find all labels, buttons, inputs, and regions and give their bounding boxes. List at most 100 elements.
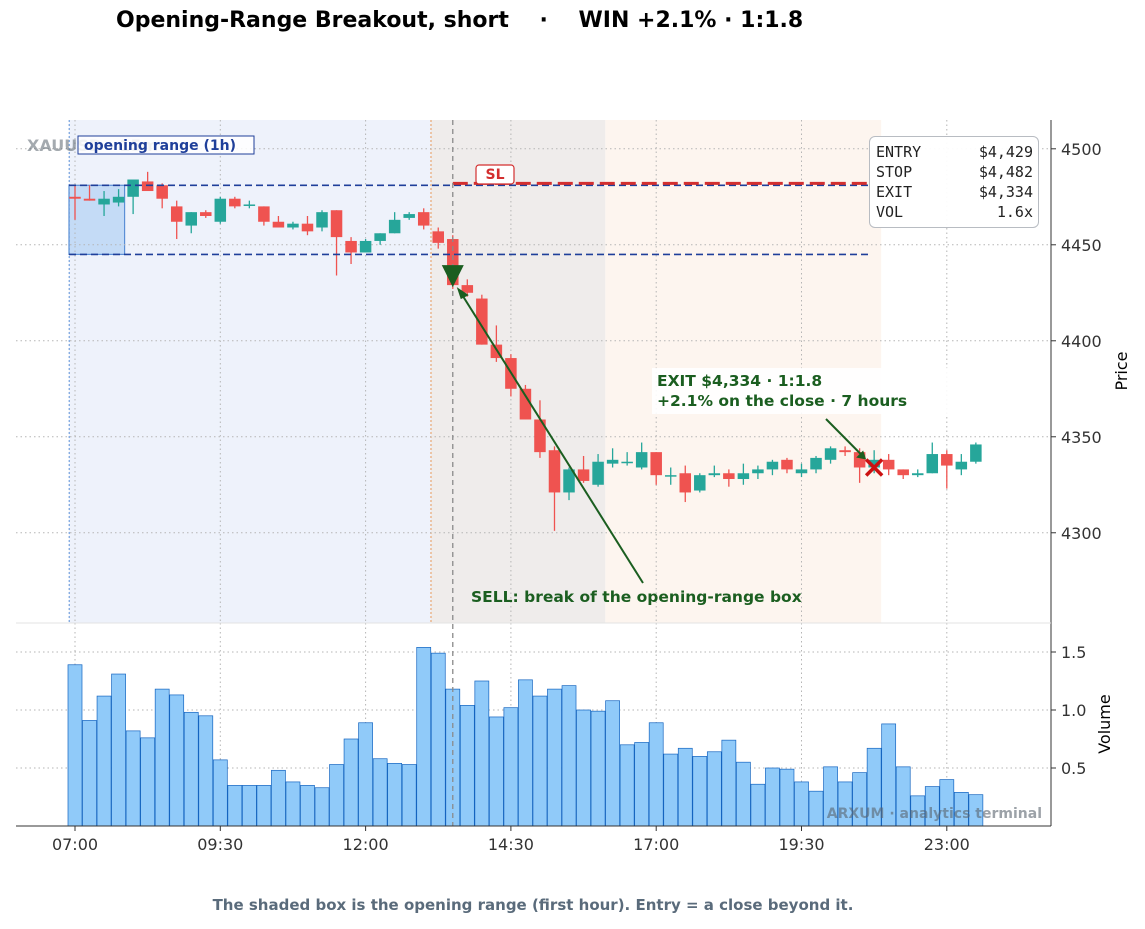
price-tick-label: 4400 bbox=[1061, 332, 1102, 351]
volume-tick-label: 1.0 bbox=[1061, 701, 1086, 720]
candle-body bbox=[170, 206, 183, 222]
time-tick-label: 09:30 bbox=[197, 835, 243, 854]
volume-bar bbox=[503, 707, 519, 827]
candle-body bbox=[490, 344, 503, 359]
volume-tick-label: 1.5 bbox=[1061, 643, 1086, 662]
candle-body bbox=[200, 212, 212, 216]
time-tick-label: 17:00 bbox=[633, 835, 679, 854]
volume-bar bbox=[459, 705, 475, 827]
volume-bar bbox=[532, 695, 548, 827]
volume-axis-label: Volume bbox=[1095, 694, 1114, 754]
sl-label: SL bbox=[485, 167, 504, 183]
candle-body bbox=[664, 475, 677, 477]
candle-body bbox=[621, 461, 633, 464]
volume-bar bbox=[183, 711, 199, 827]
volume-bar bbox=[140, 737, 155, 827]
volume-bar bbox=[619, 744, 635, 827]
volume-bar bbox=[343, 738, 359, 827]
volume-bar bbox=[387, 763, 403, 827]
volume-bar bbox=[750, 783, 766, 827]
candle-body bbox=[316, 212, 328, 228]
volume-bar bbox=[547, 688, 562, 827]
chart-caption: The shaded box is the opening range (fir… bbox=[212, 896, 854, 914]
volume-bar bbox=[474, 680, 490, 827]
candle-body bbox=[229, 198, 241, 207]
candle-body bbox=[417, 212, 430, 226]
volume-bar bbox=[212, 759, 228, 827]
candle-body bbox=[723, 473, 735, 480]
info-row-vol: VOL 1.6x bbox=[876, 203, 1033, 223]
candle-body bbox=[374, 233, 386, 241]
volume-bar bbox=[154, 688, 170, 827]
candle-body bbox=[185, 212, 197, 226]
candle-body bbox=[141, 181, 154, 192]
candle-body bbox=[330, 210, 343, 238]
time-tick-label: 19:30 bbox=[778, 835, 824, 854]
volume-bar bbox=[372, 758, 388, 827]
candle-body bbox=[301, 223, 314, 232]
candle-body bbox=[403, 214, 415, 218]
candle-body bbox=[563, 469, 575, 493]
volume-bar bbox=[82, 720, 97, 827]
price-tick-label: 4350 bbox=[1061, 428, 1102, 447]
volume-bar bbox=[634, 742, 650, 827]
candle-body bbox=[432, 231, 444, 243]
candle-body bbox=[287, 223, 299, 228]
time-tick-label: 14:30 bbox=[488, 835, 534, 854]
info-key: STOP bbox=[876, 163, 913, 181]
volume-bar bbox=[663, 753, 679, 827]
volume-bar bbox=[198, 715, 214, 827]
time-tick-label: 07:00 bbox=[52, 835, 98, 854]
candle-body bbox=[606, 459, 619, 464]
sl-label-box bbox=[475, 164, 515, 185]
time-tick-label: 12:00 bbox=[343, 835, 389, 854]
entry-marker bbox=[441, 265, 464, 288]
candle-body bbox=[853, 452, 866, 468]
info-key: ENTRY bbox=[876, 143, 922, 161]
volume-bar bbox=[706, 751, 722, 827]
volume-bar bbox=[677, 747, 693, 827]
volume-bar bbox=[125, 730, 141, 827]
session-shade-pre bbox=[69, 120, 431, 623]
candle-body bbox=[810, 457, 822, 470]
exit-annotation-line2: +2.1% on the close · 7 hours bbox=[657, 392, 907, 410]
candle-body bbox=[955, 461, 968, 470]
volume-bar bbox=[489, 716, 504, 827]
candle-body bbox=[868, 459, 880, 468]
watermark: ARXUM · analytics terminal bbox=[827, 806, 1042, 822]
volume-bar bbox=[111, 673, 126, 827]
candle-body bbox=[592, 461, 604, 485]
price-tick-label: 4500 bbox=[1061, 140, 1102, 159]
volume-bar bbox=[242, 785, 257, 827]
candle-body bbox=[839, 450, 851, 453]
time-tick-label: 23:00 bbox=[924, 835, 970, 854]
opening-range-label-box bbox=[77, 135, 255, 155]
price-tick-label: 4450 bbox=[1061, 236, 1102, 255]
volume-bar bbox=[300, 785, 315, 827]
exit-annotation-bg bbox=[652, 368, 948, 414]
trade-info-box: ENTRY $4,429 STOP $4,482 EXIT $4,334 VOL… bbox=[869, 136, 1039, 228]
candle-body bbox=[679, 473, 692, 493]
info-row-stop: STOP $4,482 bbox=[876, 163, 1033, 183]
candle-body bbox=[737, 473, 750, 480]
price-tick-label: 4300 bbox=[1061, 524, 1102, 543]
volume-bar bbox=[721, 739, 737, 827]
candle-body bbox=[476, 298, 488, 345]
opening-range-box bbox=[68, 184, 126, 255]
volume-bar bbox=[67, 664, 83, 827]
candle-body bbox=[577, 469, 590, 481]
volume-bar bbox=[96, 695, 112, 827]
candle-body bbox=[650, 452, 662, 476]
candle-body bbox=[127, 179, 139, 197]
volume-bar bbox=[227, 785, 243, 827]
candle-body bbox=[461, 285, 474, 293]
opening-range-label: opening range (1h) bbox=[84, 138, 236, 154]
candle-body bbox=[795, 469, 808, 474]
info-value: $4,334 bbox=[978, 183, 1033, 201]
candle-body bbox=[83, 198, 96, 201]
candle-body bbox=[970, 444, 982, 462]
volume-bar bbox=[808, 790, 824, 827]
candle-body bbox=[694, 475, 706, 491]
volume-bar bbox=[416, 647, 432, 827]
